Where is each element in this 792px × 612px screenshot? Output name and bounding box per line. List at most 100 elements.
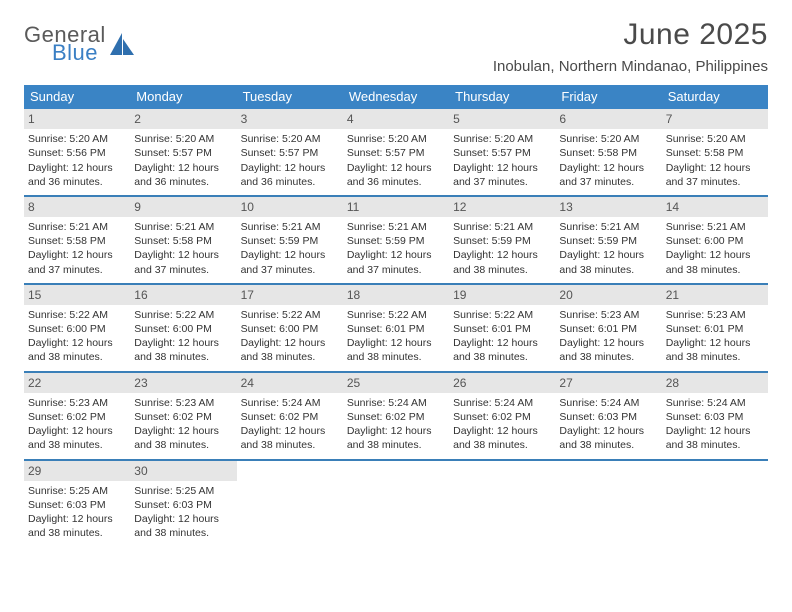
sunset-text: Sunset: 6:00 PM [28,322,126,336]
sunrise-text: Sunrise: 5:21 AM [559,220,657,234]
day-cell: 21Sunrise: 5:23 AMSunset: 6:01 PMDayligh… [662,284,768,372]
daylight-text: Daylight: 12 hours [666,424,764,438]
week-row: 8Sunrise: 5:21 AMSunset: 5:58 PMDaylight… [24,196,768,284]
day-content: Sunrise: 5:21 AMSunset: 5:59 PMDaylight:… [453,220,551,277]
sunset-text: Sunset: 6:02 PM [134,410,232,424]
day-content: Sunrise: 5:20 AMSunset: 5:57 PMDaylight:… [134,132,232,189]
day-content: Sunrise: 5:21 AMSunset: 5:59 PMDaylight:… [241,220,339,277]
sunrise-text: Sunrise: 5:23 AM [559,308,657,322]
day-content: Sunrise: 5:22 AMSunset: 6:00 PMDaylight:… [241,308,339,365]
day-cell: 2 Sunrise: 5:20 AMSunset: 5:57 PMDaylight… [130,109,236,196]
sunset-text: Sunset: 5:58 PM [28,234,126,248]
dow-monday: Monday [130,85,236,109]
sunrise-text: Sunrise: 5:22 AM [453,308,551,322]
day-content: Sunrise: 5:24 AMSunset: 6:03 PMDaylight:… [666,396,764,453]
day-number: 30 [130,461,236,481]
sunrise-text: Sunrise: 5:21 AM [666,220,764,234]
day-cell: 13Sunrise: 5:21 AMSunset: 5:59 PMDayligh… [555,196,661,284]
daylight-text: and 38 minutes. [28,526,126,540]
daylight-text: and 36 minutes. [134,175,232,189]
day-number: 11 [343,197,449,217]
day-number: 15 [24,285,130,305]
daylight-text: and 38 minutes. [134,526,232,540]
daylight-text: Daylight: 12 hours [347,424,445,438]
day-number: 5 [449,109,555,129]
day-content: Sunrise: 5:20 AMSunset: 5:56 PMDaylight:… [28,132,126,189]
daylight-text: and 38 minutes. [241,438,339,452]
day-number: 25 [343,373,449,393]
daylight-text: Daylight: 12 hours [28,161,126,175]
daylight-text: Daylight: 12 hours [134,512,232,526]
daylight-text: and 38 minutes. [453,350,551,364]
brand-word-2: Blue [52,42,106,64]
sunrise-text: Sunrise: 5:20 AM [666,132,764,146]
daylight-text: and 38 minutes. [666,350,764,364]
daylight-text: Daylight: 12 hours [453,424,551,438]
daylight-text: Daylight: 12 hours [559,161,657,175]
day-cell [662,460,768,547]
day-content: Sunrise: 5:22 AMSunset: 6:00 PMDaylight:… [134,308,232,365]
brand-logo: General Blue [24,24,136,64]
sunrise-text: Sunrise: 5:22 AM [241,308,339,322]
dow-saturday: Saturday [662,85,768,109]
sunset-text: Sunset: 5:58 PM [134,234,232,248]
day-cell: 17Sunrise: 5:22 AMSunset: 6:00 PMDayligh… [237,284,343,372]
day-content: Sunrise: 5:21 AMSunset: 5:59 PMDaylight:… [559,220,657,277]
sunset-text: Sunset: 6:03 PM [134,498,232,512]
sunset-text: Sunset: 5:57 PM [134,146,232,160]
day-cell: 28 Sunrise: 5:24 AMSunset: 6:03 PMDayligh… [662,372,768,460]
daylight-text: and 38 minutes. [666,263,764,277]
sunrise-text: Sunrise: 5:23 AM [134,396,232,410]
sunrise-text: Sunrise: 5:20 AM [453,132,551,146]
day-number: 23 [130,373,236,393]
day-cell [449,460,555,547]
dow-friday: Friday [555,85,661,109]
sunrise-text: Sunrise: 5:24 AM [347,396,445,410]
day-cell: 4Sunrise: 5:20 AMSunset: 5:57 PMDaylight… [343,109,449,196]
sunrise-text: Sunrise: 5:25 AM [134,484,232,498]
sunset-text: Sunset: 6:00 PM [666,234,764,248]
day-number: 2 [130,109,236,129]
day-cell: 23Sunrise: 5:23 AMSunset: 6:02 PMDayligh… [130,372,236,460]
sunset-text: Sunset: 5:59 PM [453,234,551,248]
day-cell: 14Sunrise: 5:21 AMSunset: 6:00 PMDayligh… [662,196,768,284]
week-row: 15Sunrise: 5:22 AMSunset: 6:00 PMDayligh… [24,284,768,372]
dow-thursday: Thursday [449,85,555,109]
daylight-text: Daylight: 12 hours [241,161,339,175]
day-content: Sunrise: 5:24 AMSunset: 6:03 PMDaylight:… [559,396,657,453]
day-number: 24 [237,373,343,393]
sunset-text: Sunset: 5:56 PM [28,146,126,160]
daylight-text: and 36 minutes. [347,175,445,189]
daylight-text: Daylight: 12 hours [347,336,445,350]
day-content: Sunrise: 5:20 AMSunset: 5:58 PMDaylight:… [559,132,657,189]
sunset-text: Sunset: 5:57 PM [241,146,339,160]
sunrise-text: Sunrise: 5:21 AM [134,220,232,234]
daylight-text: and 37 minutes. [453,175,551,189]
sunrise-text: Sunrise: 5:21 AM [28,220,126,234]
sunset-text: Sunset: 6:01 PM [559,322,657,336]
sunrise-text: Sunrise: 5:22 AM [134,308,232,322]
daylight-text: Daylight: 12 hours [241,424,339,438]
daylight-text: Daylight: 12 hours [559,336,657,350]
dow-wednesday: Wednesday [343,85,449,109]
daylight-text: Daylight: 12 hours [241,336,339,350]
calendar-table: Sunday Monday Tuesday Wednesday Thursday… [24,85,768,546]
sunrise-text: Sunrise: 5:22 AM [347,308,445,322]
daylight-text: Daylight: 12 hours [453,161,551,175]
day-content: Sunrise: 5:22 AMSunset: 6:01 PMDaylight:… [347,308,445,365]
day-cell: 25Sunrise: 5:24 AMSunset: 6:02 PMDayligh… [343,372,449,460]
day-content: Sunrise: 5:24 AMSunset: 6:02 PMDaylight:… [241,396,339,453]
daylight-text: and 38 minutes. [241,350,339,364]
sunset-text: Sunset: 5:59 PM [241,234,339,248]
daylight-text: and 37 minutes. [134,263,232,277]
day-number: 28 [662,373,768,393]
daylight-text: and 38 minutes. [347,438,445,452]
day-content: Sunrise: 5:25 AMSunset: 6:03 PMDaylight:… [28,484,126,541]
daylight-text: and 38 minutes. [453,263,551,277]
daylight-text: Daylight: 12 hours [559,424,657,438]
daylight-text: and 38 minutes. [559,350,657,364]
day-cell [237,460,343,547]
sunset-text: Sunset: 6:03 PM [28,498,126,512]
day-number: 6 [555,109,661,129]
sunset-text: Sunset: 6:03 PM [666,410,764,424]
